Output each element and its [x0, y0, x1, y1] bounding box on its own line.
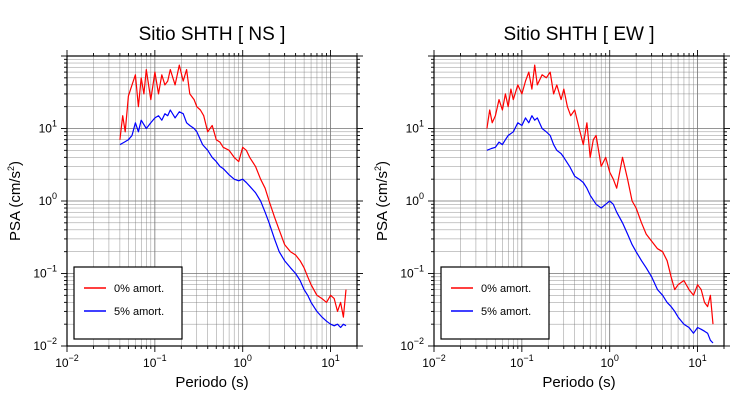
x-tick-label: 100: [234, 353, 252, 370]
y-tick-exp: −2: [47, 336, 57, 346]
y-tick-base: 10: [39, 194, 53, 208]
y-tick-label: 101: [39, 119, 57, 136]
x-tick-exp: 0: [614, 353, 619, 363]
y-tick-label: 101: [406, 119, 424, 136]
y-tick-label: 100: [39, 191, 57, 208]
y-tick-exp: 1: [52, 119, 57, 129]
y-tick-exp: 1: [419, 119, 424, 129]
y-axis-label-close: ): [7, 161, 24, 166]
y-tick-exp: 0: [52, 191, 57, 201]
legend-label: 0% amort.: [114, 283, 164, 295]
x-tick-exp: 1: [702, 353, 707, 363]
legend: 0% amort. 5% amort.: [440, 266, 550, 340]
x-tick-base: 10: [510, 356, 524, 370]
y-tick-exp: −2: [414, 336, 424, 346]
chart-title: Sitio SHTH [ EW ]: [504, 24, 655, 45]
x-tick-label: 10−2: [55, 353, 79, 370]
y-tick-base: 10: [39, 122, 53, 136]
x-tick-exp: 1: [335, 353, 340, 363]
x-tick-base: 10: [688, 356, 702, 370]
y-tick-label: 10−2: [400, 336, 424, 353]
chart-title: Sitio SHTH [ NS ]: [139, 24, 286, 45]
y-axis-label-exp: 2: [373, 166, 383, 171]
legend-label: 5% amort.: [114, 306, 164, 318]
x-tick-base: 10: [321, 356, 335, 370]
x-axis-label: Periodo (s): [175, 374, 248, 391]
x-axis-label: Periodo (s): [542, 374, 615, 391]
y-tick-label: 10−1: [33, 264, 57, 281]
y-tick-base: 10: [400, 267, 414, 281]
y-tick-base: 10: [33, 339, 47, 353]
x-tick-exp: −2: [436, 353, 446, 363]
legend: 0% amort. 5% amort.: [73, 266, 183, 340]
y-tick-exp: −1: [47, 264, 57, 274]
y-tick-base: 10: [406, 194, 420, 208]
y-axis-label-exp: 2: [6, 166, 16, 171]
y-axis-label: PSA (cm/s2): [6, 161, 24, 241]
series-line-red: [486, 64, 714, 325]
x-tick-exp: −1: [523, 353, 533, 363]
y-tick-base: 10: [406, 122, 420, 136]
series-group: [119, 64, 347, 329]
legend-box: [73, 266, 183, 340]
axis-ticks: [428, 50, 730, 352]
x-tick-label: 10−2: [422, 353, 446, 370]
grid: [67, 56, 357, 346]
series-line-blue: [119, 109, 347, 329]
x-tick-label: 101: [321, 353, 339, 370]
axis-ticks: [61, 50, 363, 352]
series-line-red: [119, 64, 347, 318]
x-tick-label: 10−1: [510, 353, 534, 370]
x-tick-exp: −2: [69, 353, 79, 363]
x-tick-label: 101: [688, 353, 706, 370]
x-tick-exp: −1: [156, 353, 166, 363]
y-axis-label-main: PSA (cm/s: [374, 171, 391, 241]
y-tick-label: 10−2: [33, 336, 57, 353]
y-tick-base: 10: [400, 339, 414, 353]
y-tick-label: 10−1: [400, 264, 424, 281]
x-tick-base: 10: [234, 356, 248, 370]
chart-panel-2: Sitio SHTH [ EW ]10−2 10−1 100 10110−210−11…: [373, 24, 730, 391]
x-tick-base: 10: [143, 356, 157, 370]
y-tick-label: 100: [406, 191, 424, 208]
series-line-blue: [486, 115, 714, 344]
y-tick-exp: −1: [414, 264, 424, 274]
series-group: [486, 64, 714, 344]
y-axis-label: PSA (cm/s2): [373, 161, 391, 241]
x-tick-base: 10: [601, 356, 615, 370]
chart-panel-1: Sitio SHTH [ NS ]10−2 10−1 100 10110−210−11…: [6, 24, 363, 391]
legend-box: [440, 266, 550, 340]
x-tick-label: 100: [601, 353, 619, 370]
x-tick-base: 10: [55, 356, 69, 370]
y-axis-label-close: ): [374, 161, 391, 166]
y-axis-label-main: PSA (cm/s: [7, 171, 24, 241]
y-tick-exp: 0: [419, 191, 424, 201]
legend-label: 5% amort.: [481, 306, 531, 318]
x-tick-exp: 0: [247, 353, 252, 363]
legend-label: 0% amort.: [481, 283, 531, 295]
y-tick-base: 10: [33, 267, 47, 281]
x-tick-base: 10: [422, 356, 436, 370]
x-tick-label: 10−1: [143, 353, 167, 370]
